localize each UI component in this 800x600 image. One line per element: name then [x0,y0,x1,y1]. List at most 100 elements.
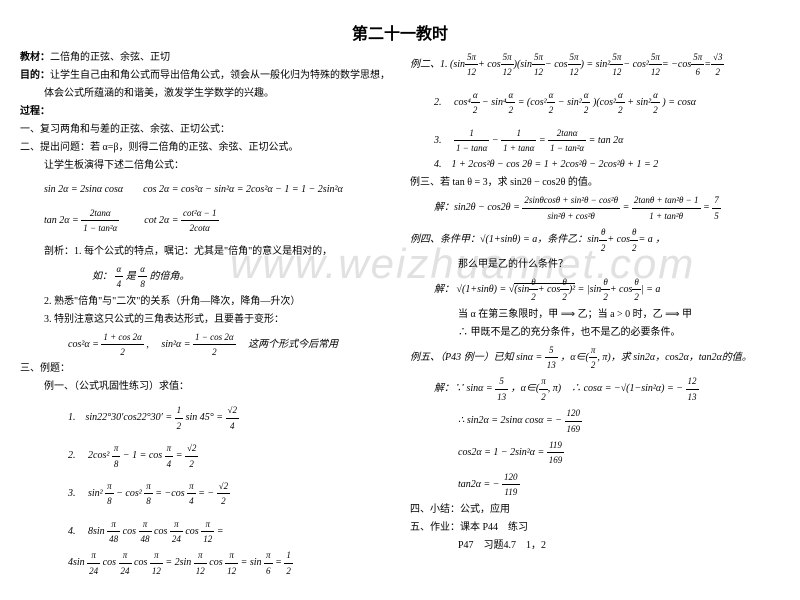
section-1: 一、复习两角和与差的正弦、余弦、正切公式： [20,122,390,138]
p512n3: 5π [532,50,545,65]
th2n6: θ [632,275,641,290]
ex1-4: 4. 8sin π48 cos π48 cos π24 cos π12 = [68,517,390,547]
eq2: = [539,135,546,146]
cot-label: cot 2α = [144,215,178,226]
ex5s3t: ∴ sin2α = 2sinα cosα = − [458,415,562,426]
ex4a: √(1+sinθ) = a [480,234,537,245]
pi4d: 4 [165,457,174,471]
pi24a: π24 [170,517,183,547]
ex2-3r: = tan 2α [589,135,624,146]
purpose-text1: 让学生自己由和角公式而导出倍角公式，领会从一般化归为特殊的数学思想， [50,70,390,81]
section-5b: P47 习题4.7 1，2 [458,538,780,554]
pi12d: π12 [225,548,238,578]
ex1-4rd: 2 [284,564,293,578]
purpose-text2: 体会公式所蕴涵的和谐美，激发学生学数学的兴趣。 [44,86,390,102]
purpose-line: 目的：让学生自己由和角公式而导出倍角公式，领会从一般化归为特殊的数学思想， [20,68,390,84]
ex5a: ，α∈( [560,352,589,363]
analyse-text: 剖析：1. 每个公式的特点，嘱记：尤其是"倍角"的意义是相对的， [44,244,390,260]
ex1-3a: sin² [88,488,103,499]
pi8f3: π8 [144,479,153,509]
ex1-1-r: √24 [226,403,239,433]
a4d: 4 [115,277,124,291]
ex2-1rd: 2 [711,65,724,79]
ex2-2f: + sin² [627,97,651,108]
th2n3: θ [529,275,538,290]
ex2-2: 2. cos⁴α2 − sin⁴α2 = (cos²α2 − sin²α2 )(… [434,88,780,118]
cos2a-n: 1 + cos 2α [101,330,144,345]
pi2d2: 2 [539,390,548,404]
ex1-4-lbl: 4. [68,526,76,537]
a2d1: 2 [471,103,480,117]
pi8fn3: π [144,479,153,494]
tan-den: 1 − tan²α [81,221,119,235]
ex4-l: 例四、条件甲： [410,234,480,245]
ex23d3: 1 − tan²α [548,141,586,155]
formula-sin-cos: sin 2α = 2sinα cosα cos 2α = cos²α − sin… [44,182,390,198]
ex3rd: 5 [712,209,721,223]
ex5-119169n: 119 [547,438,565,453]
tan-num: 2tanα [81,206,119,221]
f-cos2a: cos 2α = cos²α − sin²α = 2cos²α − 1 = 1 … [143,184,343,195]
ex5-s1: 解：∵ sinα = 513 ，α∈(π2, π) ∴ cosα = −√(1−… [434,374,780,404]
ex1-1: 1. sin22°30′cos22°30′ = 12 sin 45° = √24 [68,403,390,433]
sin2a-n: 1 − cos 2α [193,330,236,345]
ex1-2rn: √2 [185,441,198,456]
ex2-1d: − cos [545,59,568,70]
ex4s2l: (sin [514,284,529,295]
cos2a-d: 2 [101,345,144,359]
example-4: 例四、条件甲：√(1+sinθ) = a，条件乙：sinθ2+ cosθ2= a… [410,225,780,255]
ex4d: = a ， [638,234,665,245]
ex4c2x: + cos [610,284,633,295]
pi12bn: π [150,548,163,563]
ex5s2: , π) ∴ cosα = −√(1−sin²α) = − [548,384,683,395]
ex2-2b: − sin⁴ [482,97,506,108]
ex2-3: 3. 11 − tanα − 11 + tanα = 2tanα1 − tan²… [434,126,780,156]
ex2-1a: (sin [450,59,465,70]
a2d2: 2 [506,103,515,117]
ex5-120169n: 120 [565,406,583,421]
a2n1: α [471,88,480,103]
purpose-label: 目的： [20,70,50,81]
pi8fd3: 8 [144,494,153,508]
ex4-c2: ∴ 甲既不是乙的充分条件，也不是乙的必要条件。 [458,325,780,341]
ex2-2g: ) = cosα [662,97,696,108]
ex5s4t: cos2α = 1 − 2sin²α = [458,447,544,458]
pi8-frac: π8 [112,441,121,471]
section-5: 五、作业：课本 P44 练习 [410,520,780,536]
p512d3: 12 [532,65,545,79]
a4-frac: α4 [115,262,124,292]
ex4s2r: + cos [538,284,561,295]
a2d4: 2 [582,103,591,117]
ex4s1: √(1+sinθ) = [457,284,507,295]
p512n5: 5π [610,50,623,65]
ex3rn: 7 [712,193,721,208]
pi12an: π [201,517,214,532]
analyse-3-formula: cos²α = 1 + cos 2α2 , sin²α = 1 − cos 2α… [68,330,390,360]
example-5: 例五、（P43 例一）已知 sinα = 513 ，α∈(π2, π)，求 si… [410,343,780,373]
th2d5: 2 [601,290,610,304]
section-2: 二、提出问题：若 α=β，则得二倍角的正弦、余弦、正切公式。 [20,140,390,156]
pi24b: π24 [87,548,100,578]
pi12c: π12 [194,548,207,578]
pi24cd: 24 [119,564,132,578]
eg-is: 是 [126,271,136,282]
p512n6: 5π [649,50,662,65]
ex5-1213n: 12 [686,374,699,389]
ex4s4: | = a [641,284,661,295]
ex5s1: ，α∈( [511,384,540,395]
tan-label: tan 2α = [44,215,79,226]
pi12dd: 12 [225,564,238,578]
ex3n2: 2tanθ + tan²θ − 1 [632,193,701,208]
two-column-layout: 教材：二倍角的正弦、余弦、正切 目的：让学生自己由和角公式而导出倍角公式，领会从… [20,50,780,580]
ex5-l: 例五、（P43 例一）已知 sinα = [410,352,542,363]
half-n: 1 [175,403,184,418]
p512d5: 12 [610,65,623,79]
p512n1: 5π [465,50,478,65]
process-label-text: 过程： [20,106,50,117]
ex1-2b: − 1 = cos [123,450,162,461]
ex2-1: 例二、1. (sin5π12+ cos5π12)(sin5π12− cos5π1… [410,50,780,80]
ex23n2: 1 [501,126,536,141]
a2n6: α [651,88,660,103]
section-2a: 让学生板演得下述二倍角公式： [44,158,390,174]
ex2-4: 4. 1 + 2cos²θ − cos 2θ = 1 + 2cos²θ − 2c… [434,157,780,173]
